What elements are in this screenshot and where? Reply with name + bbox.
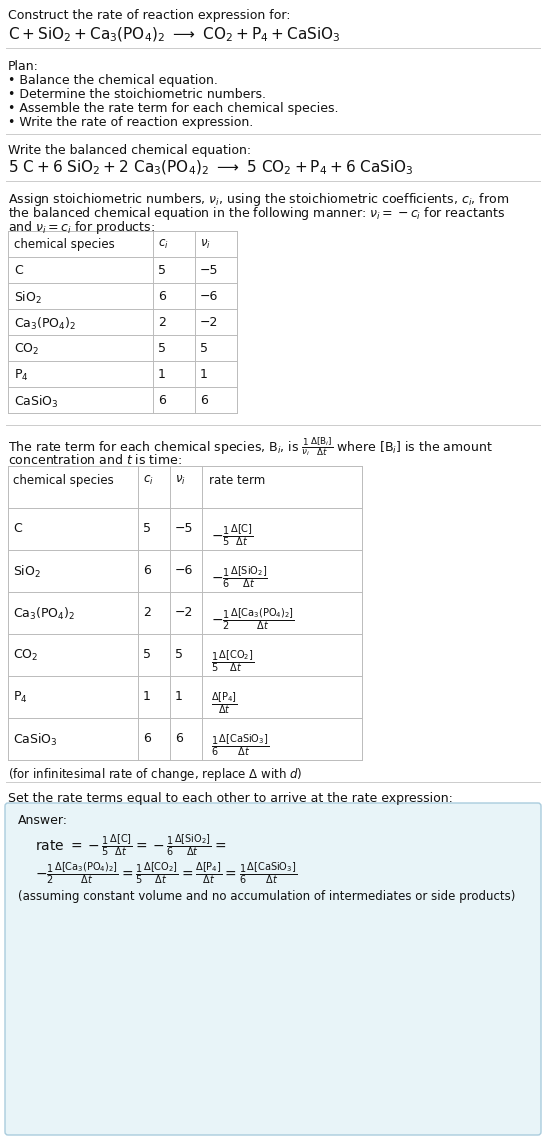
Text: • Assemble the rate term for each chemical species.: • Assemble the rate term for each chemic… — [8, 102, 339, 115]
Text: $\mathrm{SiO_2}$: $\mathrm{SiO_2}$ — [13, 564, 41, 580]
Text: Assign stoichiometric numbers, $\nu_i$, using the stoichiometric coefficients, $: Assign stoichiometric numbers, $\nu_i$, … — [8, 191, 509, 208]
Text: 6: 6 — [158, 394, 166, 407]
Text: 1: 1 — [175, 690, 183, 703]
Text: rate term: rate term — [209, 475, 265, 487]
Text: $-\frac{1}{5}\frac{\Delta[\mathrm{C}]}{\Delta t}$: $-\frac{1}{5}\frac{\Delta[\mathrm{C}]}{\… — [211, 522, 253, 547]
Text: Answer:: Answer: — [18, 814, 68, 827]
Text: $\mathrm{CO_2}$: $\mathrm{CO_2}$ — [13, 648, 38, 663]
Text: 1: 1 — [158, 368, 166, 381]
Text: $\mathrm{P_4}$: $\mathrm{P_4}$ — [13, 690, 28, 706]
Text: $-\frac{1}{2}\frac{\Delta[\mathrm{Ca_3(PO_4)_2}]}{\Delta t}$: $-\frac{1}{2}\frac{\Delta[\mathrm{Ca_3(P… — [211, 607, 295, 632]
Text: −2: −2 — [175, 607, 193, 619]
Text: • Write the rate of reaction expression.: • Write the rate of reaction expression. — [8, 116, 253, 129]
Text: chemical species: chemical species — [13, 475, 114, 487]
Text: $\mathrm{CaSiO_3}$: $\mathrm{CaSiO_3}$ — [13, 732, 58, 748]
Text: (for infinitesimal rate of change, replace $\Delta$ with $d$): (for infinitesimal rate of change, repla… — [8, 766, 302, 783]
Text: $-\frac{1}{6}\frac{\Delta[\mathrm{SiO_2}]}{\Delta t}$: $-\frac{1}{6}\frac{\Delta[\mathrm{SiO_2}… — [211, 564, 268, 589]
Text: $\mathrm{5\ C + 6\ SiO_2 + 2\ Ca_3(PO_4)_2 \ \longrightarrow \ 5\ CO_2 + P_4 + 6: $\mathrm{5\ C + 6\ SiO_2 + 2\ Ca_3(PO_4)… — [8, 159, 414, 178]
Text: 6: 6 — [143, 732, 151, 745]
Text: −6: −6 — [200, 290, 218, 303]
Text: 5: 5 — [143, 522, 151, 535]
Text: $\mathrm{C}$: $\mathrm{C}$ — [14, 264, 24, 277]
Text: 6: 6 — [200, 394, 208, 407]
Text: 6: 6 — [143, 564, 151, 577]
Text: $\mathrm{CaSiO_3}$: $\mathrm{CaSiO_3}$ — [14, 394, 58, 410]
Text: Construct the rate of reaction expression for:: Construct the rate of reaction expressio… — [8, 9, 290, 22]
Text: $\mathrm{P_4}$: $\mathrm{P_4}$ — [14, 368, 28, 384]
Text: 2: 2 — [158, 316, 166, 329]
Text: • Balance the chemical equation.: • Balance the chemical equation. — [8, 74, 218, 86]
Text: 5: 5 — [175, 648, 183, 661]
Text: −5: −5 — [175, 522, 193, 535]
Text: concentration and $t$ is time:: concentration and $t$ is time: — [8, 453, 182, 467]
Text: −5: −5 — [200, 264, 218, 277]
Text: $\frac{\Delta[\mathrm{P_4}]}{\Delta t}$: $\frac{\Delta[\mathrm{P_4}]}{\Delta t}$ — [211, 690, 238, 716]
Text: Set the rate terms equal to each other to arrive at the rate expression:: Set the rate terms equal to each other t… — [8, 792, 453, 805]
Text: 1: 1 — [200, 368, 208, 381]
Text: 6: 6 — [175, 732, 183, 745]
Text: Write the balanced chemical equation:: Write the balanced chemical equation: — [8, 145, 251, 157]
Text: chemical species: chemical species — [14, 238, 115, 251]
Text: $\mathrm{CO_2}$: $\mathrm{CO_2}$ — [14, 343, 39, 357]
Text: $\frac{1}{6}\frac{\Delta[\mathrm{CaSiO_3}]}{\Delta t}$: $\frac{1}{6}\frac{\Delta[\mathrm{CaSiO_3… — [211, 732, 269, 758]
Text: $c_i$: $c_i$ — [158, 238, 169, 251]
Text: $\nu_i$: $\nu_i$ — [200, 238, 211, 251]
Text: $\nu_i$: $\nu_i$ — [175, 475, 186, 487]
Text: 5: 5 — [143, 648, 151, 661]
Text: $\mathrm{SiO_2}$: $\mathrm{SiO_2}$ — [14, 290, 42, 306]
Text: −6: −6 — [175, 564, 193, 577]
Text: $\mathrm{C}$: $\mathrm{C}$ — [13, 522, 23, 535]
Text: $\mathrm{Ca_3(PO_4)_2}$: $\mathrm{Ca_3(PO_4)_2}$ — [13, 607, 75, 622]
Text: (assuming constant volume and no accumulation of intermediates or side products): (assuming constant volume and no accumul… — [18, 890, 515, 902]
Text: $\mathrm{Ca_3(PO_4)_2}$: $\mathrm{Ca_3(PO_4)_2}$ — [14, 316, 76, 332]
Text: $\frac{1}{5}\frac{\Delta[\mathrm{CO_2}]}{\Delta t}$: $\frac{1}{5}\frac{\Delta[\mathrm{CO_2}]}… — [211, 648, 254, 674]
Text: 5: 5 — [200, 343, 208, 355]
Text: rate $= -\frac{1}{5}\frac{\Delta[\mathrm{C}]}{\Delta t} = -\frac{1}{6}\frac{\Del: rate $= -\frac{1}{5}\frac{\Delta[\mathrm… — [35, 832, 226, 858]
Text: 2: 2 — [143, 607, 151, 619]
Text: $-\frac{1}{2}\frac{\Delta[\mathrm{Ca_3(PO_4)_2}]}{\Delta t} = \frac{1}{5}\frac{\: $-\frac{1}{2}\frac{\Delta[\mathrm{Ca_3(P… — [35, 860, 297, 885]
Text: • Determine the stoichiometric numbers.: • Determine the stoichiometric numbers. — [8, 88, 266, 101]
Text: 5: 5 — [158, 343, 166, 355]
FancyBboxPatch shape — [5, 803, 541, 1135]
Text: and $\nu_i = c_i$ for products:: and $\nu_i = c_i$ for products: — [8, 218, 155, 236]
Text: $\mathrm{C + SiO_2 + Ca_3(PO_4)_2 \ \longrightarrow \ CO_2 + P_4 + CaSiO_3}$: $\mathrm{C + SiO_2 + Ca_3(PO_4)_2 \ \lon… — [8, 26, 341, 44]
Text: −2: −2 — [200, 316, 218, 329]
Text: 1: 1 — [143, 690, 151, 703]
Text: the balanced chemical equation in the following manner: $\nu_i = -c_i$ for react: the balanced chemical equation in the fo… — [8, 205, 506, 222]
Text: $c_i$: $c_i$ — [143, 475, 154, 487]
Text: Plan:: Plan: — [8, 60, 39, 73]
Text: 5: 5 — [158, 264, 166, 277]
Text: The rate term for each chemical species, B$_i$, is $\frac{1}{\nu_i}\frac{\Delta[: The rate term for each chemical species,… — [8, 435, 493, 457]
Text: 6: 6 — [158, 290, 166, 303]
